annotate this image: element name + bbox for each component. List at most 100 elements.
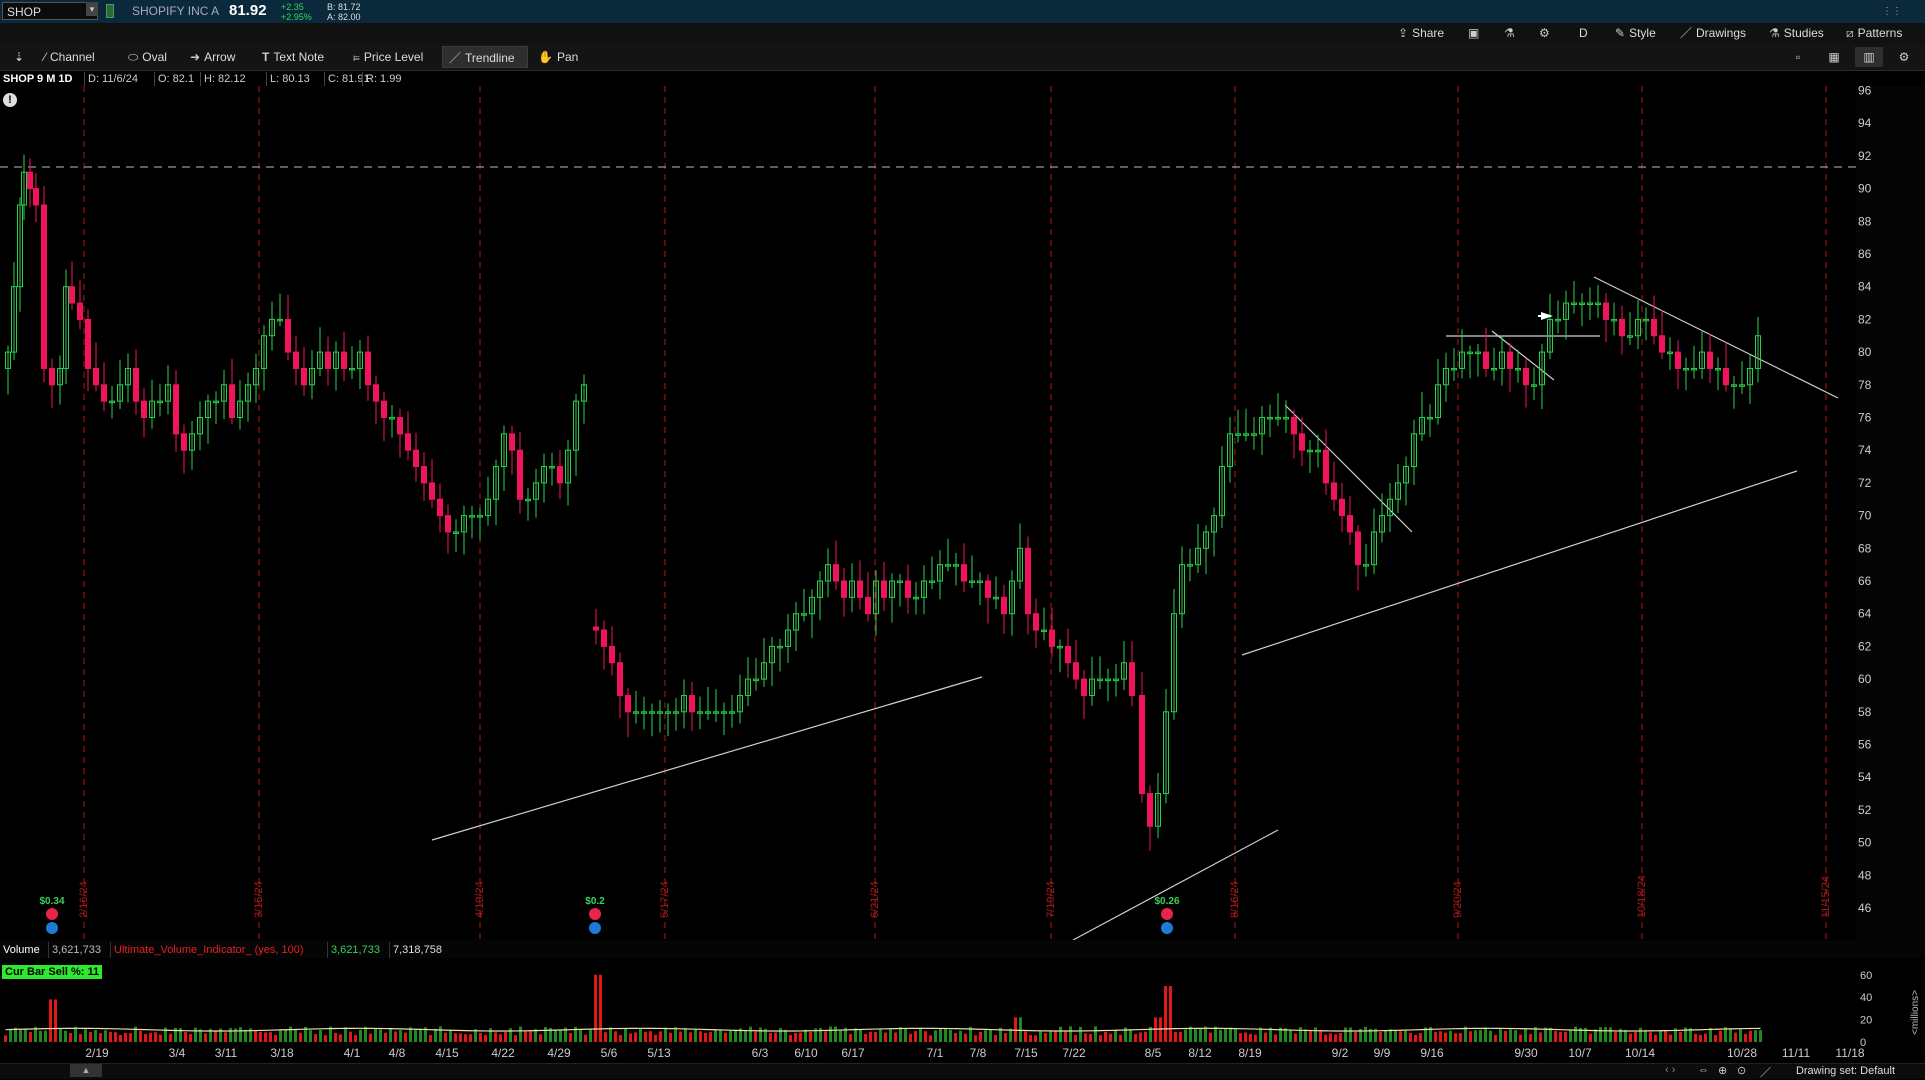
expand-icon[interactable]: ⇔ xyxy=(1698,1064,1709,1076)
pin-tool[interactable]: ⇣ xyxy=(8,46,30,68)
candle-body xyxy=(633,711,639,714)
trendline[interactable] xyxy=(431,676,983,841)
drawings-button[interactable]: ／ Drawings xyxy=(1680,23,1746,44)
volume-bar xyxy=(119,1035,122,1042)
single-layout-icon[interactable]: ▫ xyxy=(1795,50,1801,64)
candle-body xyxy=(11,286,17,353)
volume-bar xyxy=(219,1028,222,1042)
trendlines[interactable] xyxy=(431,276,1839,941)
candle-body xyxy=(977,580,983,583)
volume-bar xyxy=(1759,1030,1762,1042)
earnings-icon[interactable] xyxy=(589,908,601,920)
arrow-tool[interactable]: ➜ Arrow xyxy=(184,46,241,68)
flask-icon[interactable]: ⚗ xyxy=(1504,26,1515,40)
volume-bar xyxy=(869,1031,872,1042)
volume-bars xyxy=(4,974,1762,1042)
link-icon[interactable] xyxy=(106,4,114,18)
volume-bar xyxy=(1264,1032,1267,1042)
style-button[interactable]: ✎ Style xyxy=(1615,23,1656,44)
volume-bar xyxy=(1364,1026,1367,1042)
price-level-tool[interactable]: ⫢ Price Level xyxy=(347,46,429,68)
trendline[interactable] xyxy=(1241,470,1798,656)
grid-layout-icon[interactable]: ▦ xyxy=(1828,50,1840,64)
volume-bar xyxy=(1129,1029,1132,1042)
volume-bar xyxy=(619,1034,622,1042)
volume-bar xyxy=(19,1029,22,1042)
alert-icon[interactable]: ! xyxy=(3,93,17,107)
candle-body xyxy=(737,694,743,713)
trendline-tool[interactable]: ／ Trendline xyxy=(442,46,528,68)
trendline[interactable] xyxy=(1593,276,1839,399)
volume-bar xyxy=(674,1027,677,1042)
volume-bar xyxy=(1654,1034,1657,1042)
volume-bar xyxy=(1459,1033,1462,1042)
volume-bar xyxy=(514,1035,517,1042)
chart-settings-gear-icon[interactable]: ⚙ xyxy=(1898,50,1910,64)
volume-bar xyxy=(739,1028,742,1042)
expiration-label: 9/20/24 xyxy=(1452,881,1464,918)
candle-body xyxy=(1057,645,1063,649)
symbol-dropdown-icon[interactable]: ▾ xyxy=(86,2,98,16)
dividend-icon[interactable] xyxy=(589,922,601,934)
price-axis-bg xyxy=(1856,86,1925,940)
crosshair-icon[interactable]: ⊕ xyxy=(1718,1065,1728,1077)
earnings-icon[interactable] xyxy=(1161,908,1173,920)
volume-bar xyxy=(1249,1033,1252,1042)
scroll-arrows-icon[interactable]: ‹ › xyxy=(1665,1064,1676,1076)
dividend-icon[interactable] xyxy=(46,922,58,934)
earnings-icon[interactable] xyxy=(46,908,58,920)
volume-bar xyxy=(1114,1029,1117,1042)
trendline[interactable] xyxy=(1072,829,1279,941)
studies-button[interactable]: ⚗ Studies xyxy=(1769,23,1824,44)
volume-bar xyxy=(109,1031,112,1042)
zoom-icon[interactable]: ⊙ xyxy=(1737,1065,1747,1077)
bars-layout-icon[interactable]: ▥ xyxy=(1855,47,1883,67)
candle-body xyxy=(825,564,831,582)
volume-bar xyxy=(229,1028,232,1042)
candle-body xyxy=(993,596,999,600)
trendline[interactable] xyxy=(1284,404,1413,533)
candle-body xyxy=(1017,547,1023,582)
volume-bar xyxy=(1109,1033,1112,1042)
price-tick-label: 62 xyxy=(1858,639,1872,653)
volume-bar xyxy=(1624,1029,1627,1042)
text-note-tool[interactable]: T Text Note xyxy=(256,46,330,68)
candle-body xyxy=(1009,580,1015,615)
grid-menu-icon[interactable]: ⋮⋮ xyxy=(1882,6,1902,17)
settings-gear-icon[interactable]: ⚙ xyxy=(1539,26,1550,40)
date-tick-label: 6/17 xyxy=(841,1046,865,1060)
collapse-panel-icon[interactable]: ▲ xyxy=(70,1064,102,1077)
patterns-button[interactable]: ⧄ Patterns xyxy=(1846,23,1902,44)
timeframe-button[interactable]: D xyxy=(1579,26,1588,40)
volume-bar xyxy=(519,1026,522,1042)
symbol-input[interactable]: SHOP xyxy=(2,2,98,20)
drawing-set-pencil-icon: ／ xyxy=(1760,1067,1771,1079)
candle-body xyxy=(1659,335,1665,353)
volume-bar xyxy=(359,1029,362,1042)
candle-body xyxy=(1483,351,1489,369)
volume-bar xyxy=(1594,1029,1597,1042)
volume-bar xyxy=(1134,1034,1137,1042)
oval-tool[interactable]: ⬭ Oval xyxy=(122,46,173,68)
share-button[interactable]: ⇪ Share xyxy=(1398,23,1444,44)
drawing-set-label[interactable]: Drawing set: Default xyxy=(1795,1065,1895,1077)
flexible-grid-icon[interactable]: ▣ xyxy=(1468,26,1480,40)
channel-tool[interactable]: ⁄ Channel xyxy=(38,46,101,68)
volume-bar xyxy=(579,1030,582,1042)
volume-bar xyxy=(1734,1032,1737,1042)
volume-bar xyxy=(139,1030,142,1042)
volume-bar xyxy=(1479,1029,1482,1042)
price-chart[interactable]: 46 48 50 52 54 56 58 60 62 64 66 68 70 72 74 76 78 80 82 84… xyxy=(0,70,1925,1078)
pan-tool[interactable]: ✋ Pan xyxy=(532,46,584,68)
volume-bar xyxy=(484,1034,487,1042)
volume-bar xyxy=(1739,1029,1742,1042)
volume-bar xyxy=(1089,1034,1092,1042)
candle-body xyxy=(1179,564,1185,615)
dividend-icon[interactable] xyxy=(1161,922,1173,934)
volume-bar xyxy=(9,1028,12,1042)
volume-bar xyxy=(1454,1033,1457,1042)
volume-bar xyxy=(1389,1029,1392,1042)
volume-bar xyxy=(1024,1031,1027,1042)
volume-bar xyxy=(1284,1028,1287,1042)
price-pane-bg xyxy=(0,86,1856,940)
